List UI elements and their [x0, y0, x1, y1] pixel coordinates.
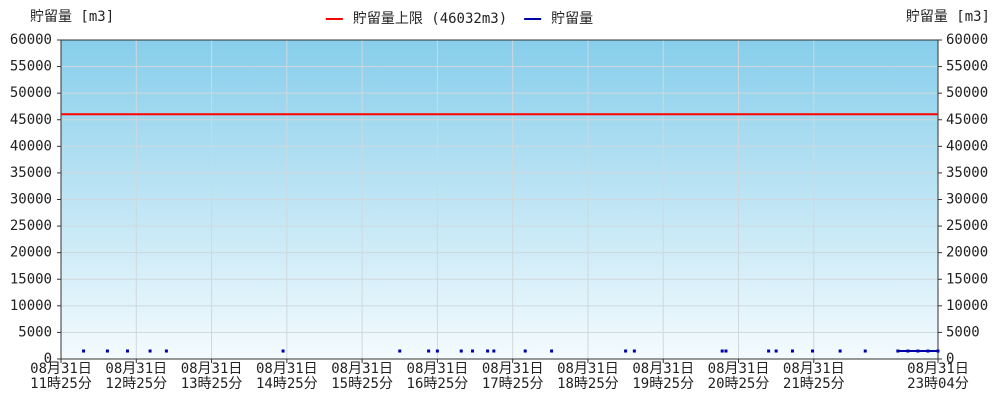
y-tick-label: 20000 — [10, 245, 52, 261]
point — [459, 349, 463, 353]
y-tick-label: 25000 — [10, 218, 52, 234]
y-tick-label: 15000 — [10, 271, 52, 287]
x-tick-label: 08月31日 16時25分 — [406, 361, 469, 392]
point — [105, 349, 109, 353]
point — [838, 349, 842, 353]
legend-label: 貯留量 — [551, 11, 593, 27]
point — [916, 349, 920, 353]
y-tick-label: 40000 — [10, 138, 52, 154]
y-tick-label: 60000 — [10, 32, 52, 48]
y-tick-label: 0 — [44, 351, 52, 367]
x-tick-label: 08月31日 15時25分 — [331, 361, 393, 392]
point — [720, 349, 724, 353]
y-tick-label: 35000 — [10, 165, 52, 181]
x-tick-label: 08月31日 19時25分 — [632, 361, 695, 392]
y-tick-label: 5000 — [18, 324, 52, 340]
point — [632, 349, 636, 353]
y-tick-label: 50000 — [10, 85, 52, 101]
point — [724, 349, 728, 353]
y-axis-label: 貯留量 [m3] — [30, 9, 114, 25]
point — [624, 349, 628, 353]
point — [435, 349, 439, 353]
x-tick-label: 08月31日 13時25分 — [180, 361, 243, 392]
y2-tick-label: 50000 — [946, 85, 988, 101]
plot-border — [60, 39, 939, 360]
point — [82, 349, 86, 353]
point — [790, 349, 794, 353]
point — [767, 349, 771, 353]
x-tick-label: 08月31日 12時25分 — [105, 361, 168, 392]
point — [906, 349, 910, 353]
point — [148, 349, 152, 353]
y-tick-label: 55000 — [10, 59, 52, 75]
point — [550, 349, 554, 353]
y2-tick-label: 10000 — [946, 298, 988, 314]
y-tick-label: 30000 — [10, 192, 52, 208]
x-tick-label: 08月31日 20時25分 — [707, 361, 770, 392]
point — [471, 349, 475, 353]
y2-tick-label: 30000 — [946, 192, 988, 208]
point — [125, 349, 129, 353]
y2-tick-label: 25000 — [946, 218, 988, 234]
y2-tick-label: 5000 — [946, 324, 980, 340]
y2-tick-label: 20000 — [946, 245, 988, 261]
x-tick-label: 08月31日 14時25分 — [255, 361, 318, 392]
y2-axis-label: 貯留量 [m3] — [906, 9, 990, 25]
point — [863, 349, 867, 353]
y2-tick-label: 45000 — [946, 112, 988, 128]
x-tick-label: 08月31日 17時25分 — [481, 361, 544, 392]
point — [398, 349, 402, 353]
point — [427, 349, 431, 353]
point — [936, 349, 940, 353]
point — [523, 349, 527, 353]
x-tick-label: 08月31日 21時25分 — [782, 361, 845, 392]
x-tick-label: 08月31日 11時25分 — [30, 361, 92, 392]
y2-tick-label: 0 — [946, 351, 954, 367]
y2-tick-label: 35000 — [946, 165, 988, 181]
point — [774, 349, 778, 353]
point — [281, 349, 285, 353]
y-tick-label: 10000 — [10, 298, 52, 314]
y2-tick-label: 40000 — [946, 138, 988, 154]
point — [926, 349, 930, 353]
y2-tick-label: 55000 — [946, 59, 988, 75]
legend-label: 貯留量上限 (46032m3) — [353, 11, 507, 27]
y2-tick-label: 60000 — [946, 32, 988, 48]
x-tick-label: 08月31日 18時25分 — [557, 361, 619, 392]
y-tick-label: 45000 — [10, 112, 52, 128]
point — [486, 349, 490, 353]
point — [492, 349, 496, 353]
point — [896, 349, 900, 353]
point — [164, 349, 168, 353]
point — [811, 349, 815, 353]
y2-tick-label: 15000 — [946, 271, 988, 287]
x-tick-label: 08月31日 23時04分 — [907, 361, 969, 392]
